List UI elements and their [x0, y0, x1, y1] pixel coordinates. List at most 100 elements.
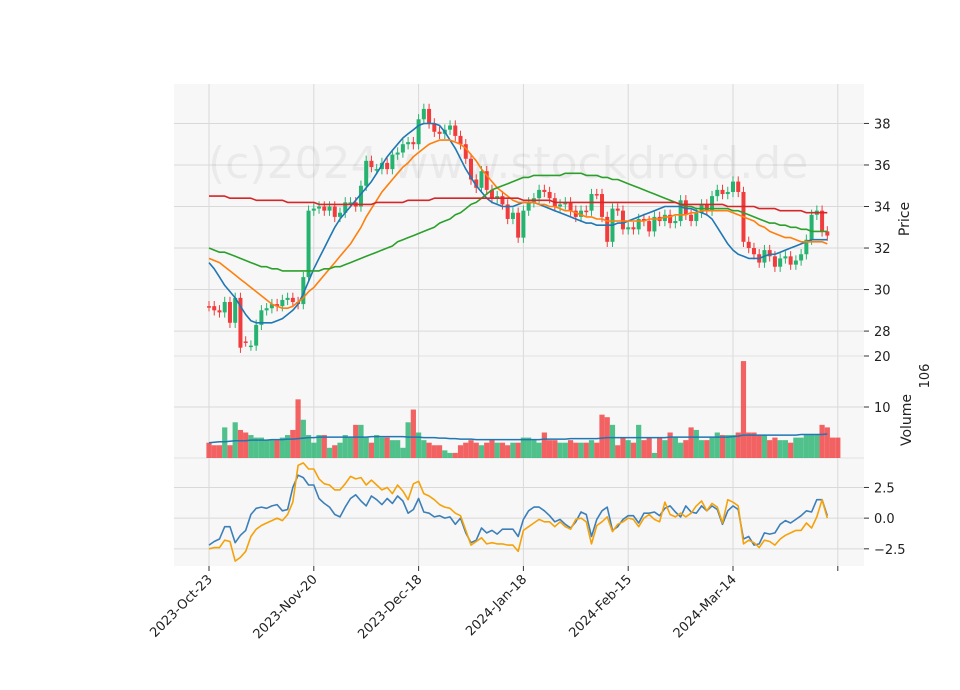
volume-exponent-label: 106 — [918, 364, 933, 389]
volume-bar — [625, 440, 631, 458]
volume-bar — [227, 445, 233, 458]
volume-bar — [290, 429, 296, 458]
volume-bar — [646, 437, 652, 458]
candle-body — [207, 306, 211, 308]
candle-body — [474, 179, 479, 188]
volume-bar — [531, 440, 537, 458]
volume-bar — [520, 437, 526, 458]
volume-bar — [683, 440, 689, 458]
volume-bar — [588, 440, 595, 458]
candle-body — [573, 210, 578, 217]
candle-body — [264, 308, 269, 311]
volume-bar — [756, 435, 762, 458]
volume-bar — [253, 437, 259, 458]
candle-body — [694, 212, 699, 222]
volume-bar — [326, 447, 333, 458]
volume-bar — [206, 442, 212, 458]
candle-body — [505, 204, 510, 219]
volume-bar — [583, 442, 589, 458]
candle-body — [427, 108, 432, 124]
candle-body — [469, 158, 473, 180]
candle-body — [280, 299, 285, 307]
candle-body — [217, 310, 222, 313]
volume-bar — [667, 432, 673, 458]
candle-body — [364, 160, 369, 186]
volume-bar — [809, 435, 815, 458]
volume-bar — [515, 442, 521, 458]
price-tick-label: 36 — [874, 159, 891, 174]
volume-bar — [819, 424, 825, 458]
ma-slow-line — [208, 172, 828, 272]
candle-body — [783, 256, 788, 259]
volume-bar — [368, 442, 375, 458]
volume-bar — [264, 440, 270, 458]
candle-body — [411, 142, 416, 145]
volume-bar — [594, 442, 600, 458]
candle-body — [448, 125, 453, 130]
candle-body — [233, 297, 238, 323]
candle-body — [725, 191, 730, 195]
volume-bar — [416, 432, 422, 458]
x-tick-label: 2024-Mar-14 — [671, 572, 740, 641]
candle-body — [458, 135, 463, 145]
osc-2-line — [208, 462, 829, 562]
candle-body — [605, 216, 610, 242]
candle-body — [668, 214, 673, 224]
candle-body — [820, 210, 825, 232]
price-tick-label: 28 — [874, 325, 891, 340]
volume-bar — [473, 442, 479, 458]
volume-bar — [363, 437, 369, 458]
candle-body — [484, 171, 489, 190]
volume-bar — [782, 440, 788, 458]
candle-body — [746, 241, 751, 249]
volume-bar — [311, 442, 317, 458]
candle-body — [227, 302, 232, 323]
candle-body — [647, 221, 652, 232]
volume-bar — [751, 432, 757, 458]
volume-bar — [746, 432, 752, 458]
volume-bar — [814, 435, 820, 458]
candle-body — [584, 210, 589, 213]
candle-body — [259, 310, 264, 325]
volume-bar — [468, 440, 474, 458]
volume-bar — [730, 435, 736, 458]
osc-1-line — [208, 474, 829, 546]
volume-bar — [489, 440, 495, 458]
candle-body — [641, 218, 646, 222]
candle-body — [767, 250, 772, 257]
volume-bar — [478, 445, 485, 458]
candle-body — [463, 144, 468, 159]
oscillator-tick-label: 0.0 — [874, 512, 895, 527]
candle-body — [715, 189, 720, 197]
volume-bar — [300, 419, 306, 458]
oscillator-tick-label: −2.5 — [874, 543, 906, 558]
volume-bar — [332, 445, 338, 458]
volume-bar — [829, 437, 836, 458]
volume-bar — [657, 437, 663, 458]
volume-bar — [222, 427, 228, 458]
candle-body — [421, 108, 426, 120]
volume-bar — [410, 409, 416, 458]
volume-bar — [484, 442, 490, 458]
volume-bar — [384, 437, 390, 458]
volume-bar — [457, 445, 464, 458]
volume-bar — [463, 442, 469, 458]
volume-bar — [578, 442, 584, 458]
volume-bar — [447, 452, 453, 458]
candle-body — [348, 202, 353, 204]
watermark-text: (c)2024 www.stockdroid.de — [208, 138, 808, 189]
candle-body — [683, 200, 688, 215]
candle-body — [678, 200, 683, 222]
candle-body — [594, 194, 599, 196]
candle-body — [516, 212, 521, 238]
candle-body — [500, 196, 505, 205]
candle-body — [332, 206, 337, 217]
volume-bar — [248, 435, 254, 458]
candle-body — [311, 208, 316, 211]
candle-body — [406, 142, 411, 145]
candle-body — [369, 160, 374, 168]
volume-bar — [793, 437, 799, 458]
ma-mid-line — [208, 139, 828, 310]
volume-bar — [279, 437, 285, 458]
candle-body — [301, 277, 306, 305]
